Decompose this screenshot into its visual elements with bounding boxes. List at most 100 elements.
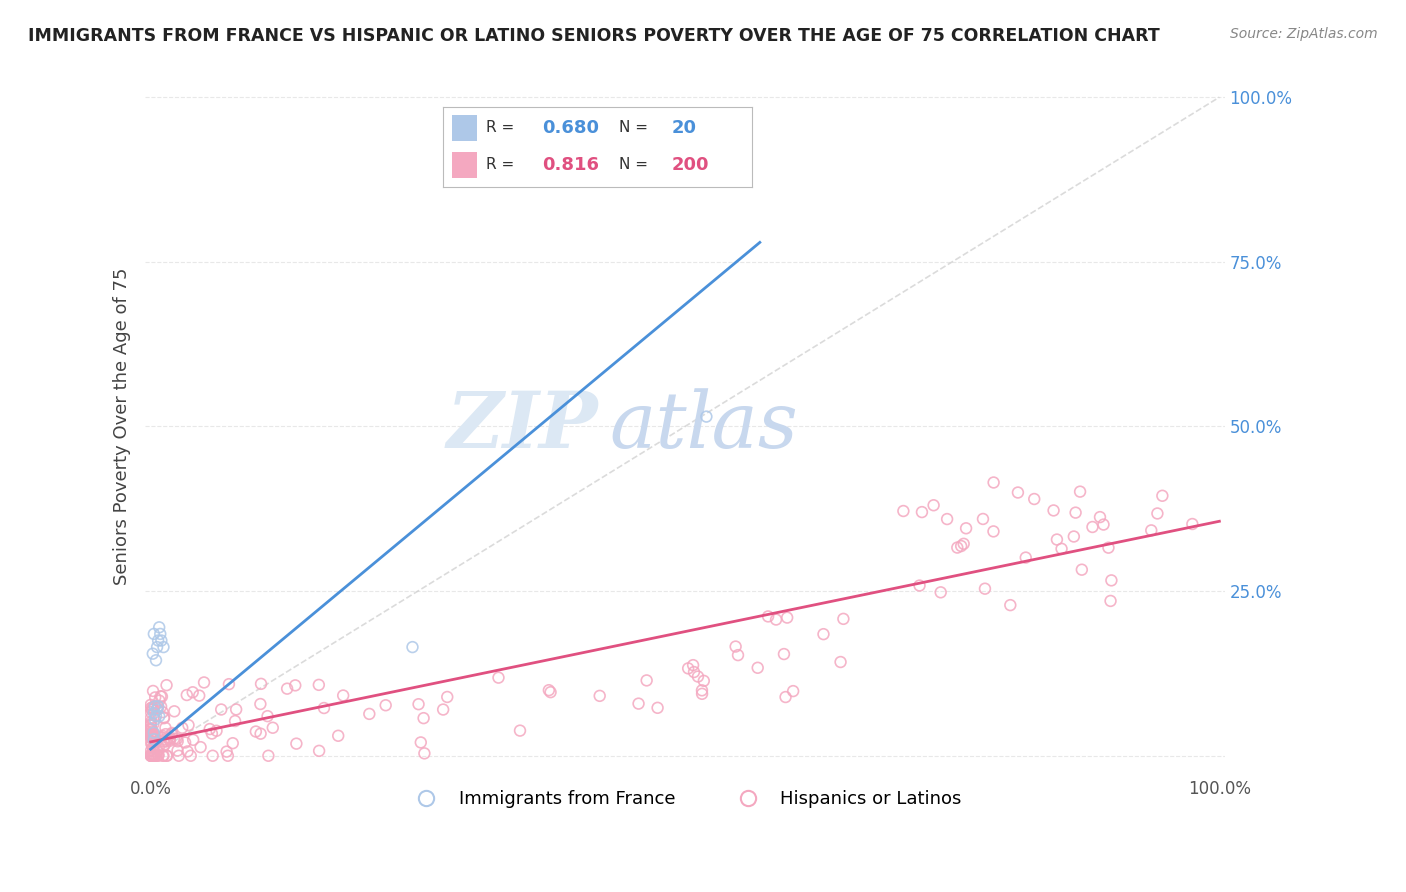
Point <box>950 539 973 553</box>
Point <box>142 740 165 755</box>
Point <box>509 723 531 738</box>
Point <box>163 731 186 746</box>
Point <box>141 748 163 763</box>
Point <box>911 505 934 519</box>
Point <box>142 729 165 743</box>
Point <box>142 731 165 745</box>
Point <box>148 740 170 755</box>
Point <box>163 704 186 718</box>
Point <box>141 731 163 745</box>
Point <box>145 748 167 763</box>
Point <box>146 633 169 648</box>
Point <box>256 709 278 723</box>
Point <box>276 681 298 696</box>
Point <box>142 748 165 763</box>
Point <box>1099 574 1122 588</box>
Point <box>153 710 176 724</box>
Point <box>1181 516 1204 531</box>
Point <box>139 718 162 732</box>
Point <box>139 701 162 715</box>
Point <box>155 678 177 692</box>
Point <box>143 690 166 705</box>
Point <box>148 620 170 634</box>
Point <box>141 703 163 717</box>
Point <box>974 582 997 596</box>
Point <box>181 732 204 747</box>
Text: N =: N = <box>619 120 652 136</box>
Point <box>139 714 162 729</box>
Point <box>139 723 162 737</box>
Point <box>142 684 165 698</box>
Point <box>139 731 162 745</box>
Point <box>141 737 163 751</box>
Point <box>1069 484 1091 499</box>
Point <box>146 748 169 763</box>
Point <box>160 727 183 741</box>
Point <box>146 701 169 715</box>
Y-axis label: Seniors Poverty Over the Age of 75: Seniors Poverty Over the Age of 75 <box>114 268 131 585</box>
Point <box>693 673 716 688</box>
Point <box>284 678 307 692</box>
Point <box>201 726 224 740</box>
Point <box>143 713 166 727</box>
Point <box>148 748 170 763</box>
Point <box>143 727 166 741</box>
Point <box>159 731 181 745</box>
Point <box>139 698 162 712</box>
Point <box>432 702 454 716</box>
Text: 200: 200 <box>672 156 709 174</box>
Point <box>150 699 173 714</box>
Point <box>374 698 396 713</box>
Point <box>143 732 166 747</box>
Point <box>146 743 169 757</box>
FancyBboxPatch shape <box>453 115 477 141</box>
Point <box>1097 541 1119 555</box>
Point <box>141 748 163 763</box>
Point <box>146 640 169 654</box>
Point <box>776 610 799 624</box>
Point <box>172 721 194 735</box>
Point <box>141 734 163 748</box>
Point <box>1050 541 1073 556</box>
Point <box>773 647 796 661</box>
Point <box>250 677 273 691</box>
Point <box>148 709 170 723</box>
Point <box>141 748 163 763</box>
Point <box>180 748 202 763</box>
Point <box>176 744 198 758</box>
Point <box>142 717 165 731</box>
Point <box>139 717 162 731</box>
Point <box>676 661 699 675</box>
Text: ZIP: ZIP <box>447 388 599 465</box>
Point <box>756 609 779 624</box>
Point <box>413 747 436 761</box>
Point <box>149 627 172 641</box>
Point <box>141 738 163 752</box>
Point <box>188 689 211 703</box>
Point <box>225 702 247 716</box>
Point <box>139 723 162 737</box>
Text: Source: ZipAtlas.com: Source: ZipAtlas.com <box>1230 27 1378 41</box>
Point <box>1007 485 1029 500</box>
Point <box>686 669 709 683</box>
Point <box>181 685 204 699</box>
Point <box>150 633 173 648</box>
Legend: Immigrants from France, Hispanics or Latinos: Immigrants from France, Hispanics or Lat… <box>401 783 969 815</box>
Point <box>727 648 749 662</box>
Point <box>647 701 669 715</box>
Point <box>983 524 1005 539</box>
Point <box>1140 524 1163 538</box>
Point <box>143 738 166 752</box>
Point <box>143 699 166 714</box>
Point <box>830 655 852 669</box>
Point <box>141 748 163 763</box>
Point <box>142 627 165 641</box>
Point <box>198 722 221 736</box>
Point <box>488 671 510 685</box>
Point <box>139 718 162 732</box>
Point <box>683 665 706 679</box>
Point <box>218 677 240 691</box>
Point <box>174 735 197 749</box>
FancyBboxPatch shape <box>453 152 477 178</box>
Point <box>139 705 162 719</box>
